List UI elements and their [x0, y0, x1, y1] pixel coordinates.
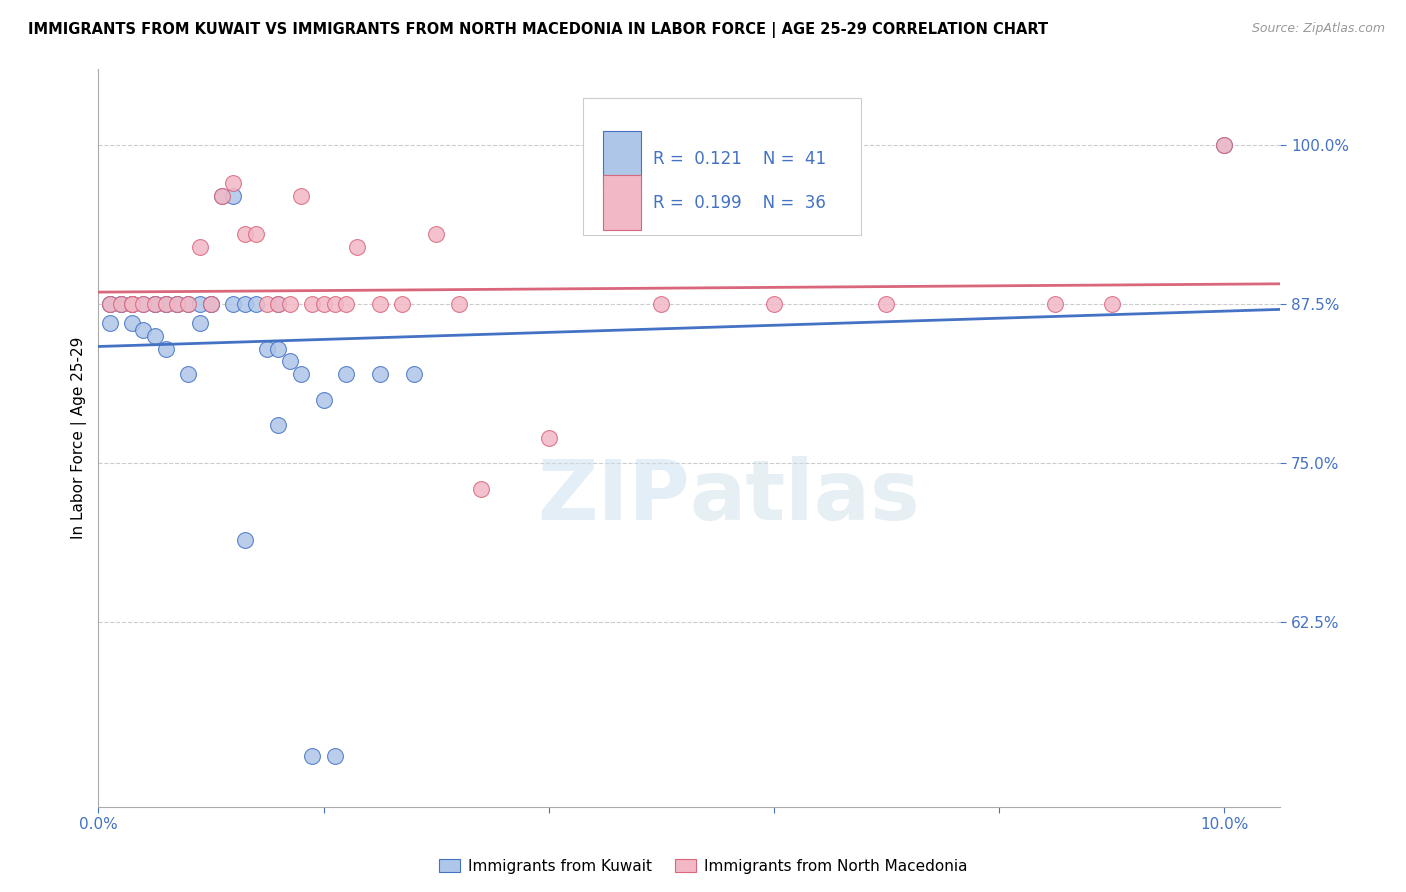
Point: [98, 297, 121, 311]
Point: [177, 297, 200, 311]
Point: [290, 367, 312, 381]
Point: [110, 297, 132, 311]
Point: [233, 533, 256, 547]
Point: [166, 297, 188, 311]
Point: [222, 297, 245, 311]
Point: [110, 297, 132, 311]
Point: [143, 297, 166, 311]
Point: [132, 322, 155, 336]
Point: [222, 176, 245, 190]
Point: [188, 240, 211, 254]
Point: [98, 297, 121, 311]
Point: [98, 297, 121, 311]
Bar: [603, 131, 641, 186]
Point: [1045, 297, 1067, 311]
Legend: Immigrants from Kuwait, Immigrants from North Macedonia: Immigrants from Kuwait, Immigrants from …: [433, 853, 973, 880]
Point: [155, 297, 177, 311]
Point: [233, 227, 256, 241]
Point: [267, 342, 290, 356]
Point: [200, 297, 222, 311]
Point: [323, 297, 346, 311]
Point: [155, 297, 177, 311]
Point: [132, 297, 155, 311]
Point: [335, 297, 357, 311]
Text: IMMIGRANTS FROM KUWAIT VS IMMIGRANTS FROM NORTH MACEDONIA IN LABOR FORCE | AGE 2: IMMIGRANTS FROM KUWAIT VS IMMIGRANTS FRO…: [28, 22, 1049, 38]
Point: [323, 749, 346, 764]
Point: [1213, 137, 1236, 152]
Point: [301, 749, 323, 764]
Point: [650, 297, 672, 311]
Point: [110, 297, 132, 311]
Point: [1101, 297, 1123, 311]
Point: [222, 189, 245, 203]
Point: [177, 297, 200, 311]
Point: [278, 297, 301, 311]
Point: [245, 227, 267, 241]
Point: [98, 316, 121, 330]
Point: [256, 297, 278, 311]
Text: Source: ZipAtlas.com: Source: ZipAtlas.com: [1251, 22, 1385, 36]
Point: [368, 297, 391, 311]
Point: [312, 392, 335, 407]
Point: [267, 417, 290, 432]
Point: [200, 297, 222, 311]
Point: [233, 297, 256, 311]
Point: [267, 297, 290, 311]
Point: [537, 431, 560, 445]
Text: R =  0.121    N =  41: R = 0.121 N = 41: [652, 150, 825, 168]
Point: [121, 297, 143, 311]
Point: [166, 297, 188, 311]
Point: [132, 297, 155, 311]
Point: [278, 354, 301, 368]
Point: [1213, 137, 1236, 152]
Point: [155, 342, 177, 356]
Point: [143, 297, 166, 311]
Point: [121, 316, 143, 330]
Text: ZIP: ZIP: [537, 457, 689, 537]
Point: [166, 297, 188, 311]
Bar: [603, 175, 641, 230]
Point: [447, 297, 470, 311]
Point: [188, 316, 211, 330]
Point: [875, 297, 897, 311]
Text: R =  0.199    N =  36: R = 0.199 N = 36: [652, 194, 825, 211]
Point: [425, 227, 447, 241]
Point: [762, 297, 785, 311]
Point: [121, 297, 143, 311]
Text: atlas: atlas: [689, 457, 920, 537]
Point: [301, 297, 323, 311]
Point: [155, 297, 177, 311]
Point: [245, 297, 267, 311]
FancyBboxPatch shape: [583, 98, 860, 235]
Point: [335, 367, 357, 381]
Point: [143, 297, 166, 311]
Point: [267, 297, 290, 311]
Point: [290, 189, 312, 203]
Point: [188, 297, 211, 311]
Point: [200, 297, 222, 311]
Point: [211, 189, 233, 203]
Point: [312, 297, 335, 311]
Point: [391, 297, 413, 311]
Point: [346, 240, 368, 254]
Point: [402, 367, 425, 381]
Point: [121, 297, 143, 311]
Y-axis label: In Labor Force | Age 25-29: In Labor Force | Age 25-29: [72, 336, 87, 539]
Point: [121, 297, 143, 311]
Point: [211, 189, 233, 203]
Point: [256, 342, 278, 356]
Point: [368, 367, 391, 381]
Point: [470, 482, 492, 496]
Point: [177, 367, 200, 381]
Point: [143, 329, 166, 343]
